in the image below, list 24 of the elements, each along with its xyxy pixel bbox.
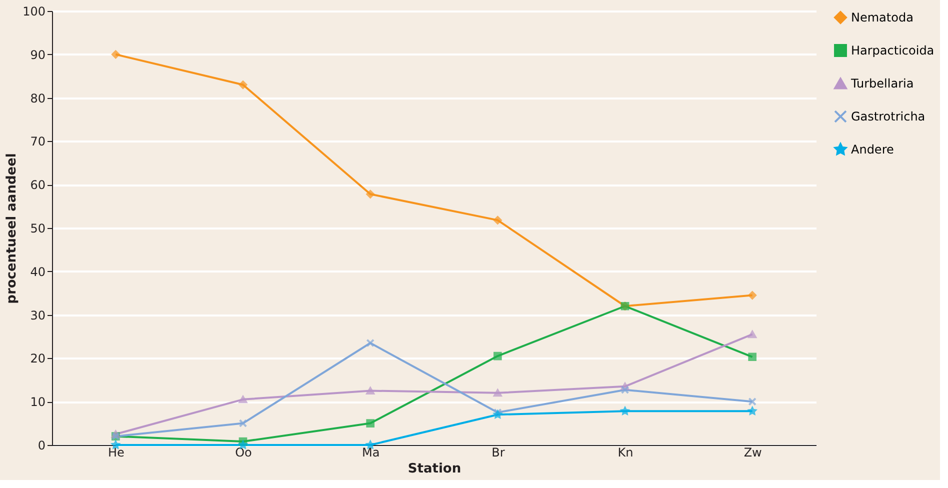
y-tick-label: 90 bbox=[30, 48, 46, 62]
x-tick-label: Zw bbox=[744, 446, 762, 460]
legend-label: Gastrotricha bbox=[851, 110, 926, 124]
legend-label: Harpacticoida bbox=[851, 44, 934, 58]
y-tick-label: 0 bbox=[38, 438, 46, 452]
y-tick-label: 60 bbox=[30, 178, 46, 192]
x-tick-label: Kn bbox=[618, 446, 634, 460]
y-tick-label: 50 bbox=[30, 222, 46, 236]
y-tick-label: 40 bbox=[30, 264, 46, 279]
y-tick-label: 80 bbox=[30, 91, 46, 106]
x-tick-label: Br bbox=[492, 446, 505, 460]
x-tick-label: Oo bbox=[235, 446, 252, 460]
y-tick-label: 100 bbox=[22, 4, 46, 18]
x-tick-label: Ma bbox=[362, 446, 380, 460]
legend-label: Nematoda bbox=[851, 10, 914, 24]
y-axis-title: procentueel aandeel bbox=[4, 153, 20, 304]
legend-label: Turbellaria bbox=[850, 76, 914, 90]
y-tick-label: 70 bbox=[30, 134, 46, 149]
y-tick-label: 30 bbox=[30, 308, 46, 322]
legend-label: Andere bbox=[851, 142, 894, 156]
x-tick-label: He bbox=[108, 446, 124, 460]
x-axis-title: Station bbox=[408, 462, 462, 476]
y-tick-label: 20 bbox=[30, 352, 46, 366]
y-tick-label: 10 bbox=[30, 395, 46, 410]
